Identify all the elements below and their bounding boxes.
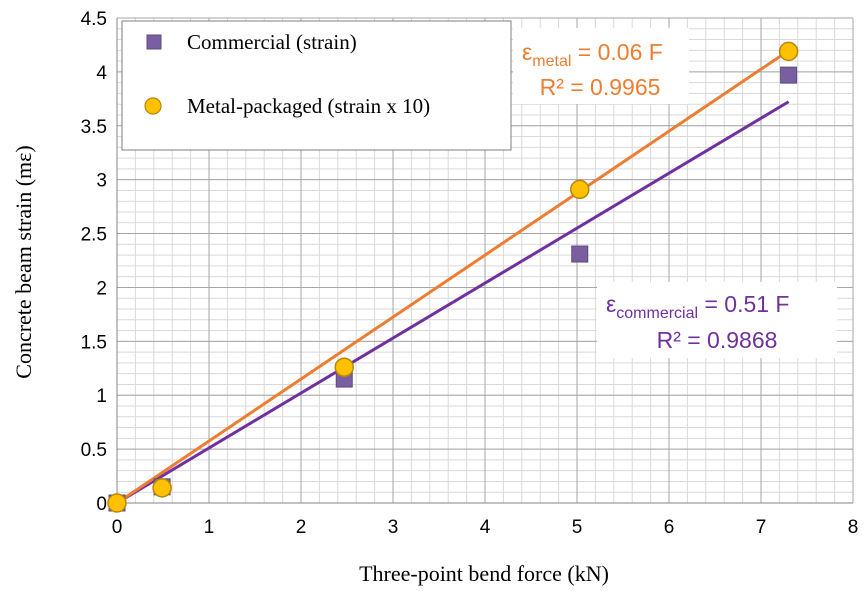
x-tick-label: 7 [756, 517, 767, 538]
metal-equation-label: εmetal = 0.06 F R² = 0.9965 [513, 28, 689, 104]
commercial-equation-symbol: ε [606, 291, 616, 317]
legend-label-commercial: Commercial (strain) [187, 30, 357, 54]
commercial-equation: εcommercial = 0.51 F [606, 291, 789, 322]
y-tick-label: 3 [96, 171, 107, 192]
legend-marker-metal-packaged [144, 97, 162, 115]
metal-packaged-point [334, 357, 354, 377]
y-tick-label: 0.5 [81, 440, 107, 461]
metal-r-squared: R² = 0.9965 [540, 74, 661, 100]
y-tick-label: 4 [96, 63, 107, 84]
x-tick-label: 6 [664, 517, 675, 538]
legend-marker-commercial [146, 34, 162, 50]
y-tick-label: 1.5 [81, 332, 107, 353]
metal-equation-box [513, 28, 689, 104]
metal-equation-symbol: ε [522, 39, 532, 65]
metal-packaged-trendline [116, 49, 790, 505]
x-tick-label: 8 [848, 517, 859, 538]
y-tick-label: 3.5 [81, 117, 107, 138]
x-tick-label: 2 [296, 517, 307, 538]
commercial-point [571, 245, 589, 263]
trendlines [116, 49, 790, 505]
x-axis-title: Three-point bend force (kN) [359, 561, 609, 586]
commercial-point [780, 66, 798, 84]
commercial-equation-box [597, 282, 837, 358]
commercial-r-squared: R² = 0.9868 [657, 327, 778, 353]
commercial-equation-subscript: commercial [616, 305, 698, 322]
x-tick-label: 1 [204, 517, 215, 538]
y-tick-label: 4.5 [81, 9, 107, 30]
tick-labels: 0 1 2 3 4 5 6 7 8 0 0.5 1 1.5 2 2.5 3 3.5 4 4.5 [81, 9, 859, 538]
commercial-trendline [116, 100, 790, 505]
x-tick-label: 4 [480, 517, 491, 538]
y-tick-label: 0 [96, 494, 107, 515]
legend: Commercial (strain) Metal-packaged (stra… [121, 20, 512, 151]
legend-label-metal-packaged: Metal-packaged (strain x 10) [187, 94, 430, 118]
metal-equation-subscript: metal [532, 53, 571, 70]
x-tick-label: 5 [572, 517, 583, 538]
legend-box [121, 20, 512, 151]
data-points [107, 41, 799, 513]
x-tick-label: 0 [112, 517, 123, 538]
metal-packaged-point [778, 41, 799, 62]
metal-equation-rhs: = 0.06 F [571, 39, 662, 65]
y-tick-label: 2 [96, 278, 107, 299]
y-tick-label: 2.5 [81, 225, 107, 246]
metal-packaged-point [152, 478, 172, 498]
commercial-equation-rhs: = 0.51 F [698, 291, 789, 317]
metal-packaged-point [107, 493, 127, 513]
commercial-equation-label: εcommercial = 0.51 F R² = 0.9868 [597, 282, 837, 358]
metal-packaged-point [570, 179, 590, 200]
metal-equation: εmetal = 0.06 F [522, 39, 663, 70]
y-tick-label: 1 [96, 386, 107, 407]
axes [116, 18, 853, 504]
y-axis-title: Concrete beam strain (mε) [11, 145, 36, 378]
x-tick-label: 3 [388, 517, 399, 538]
